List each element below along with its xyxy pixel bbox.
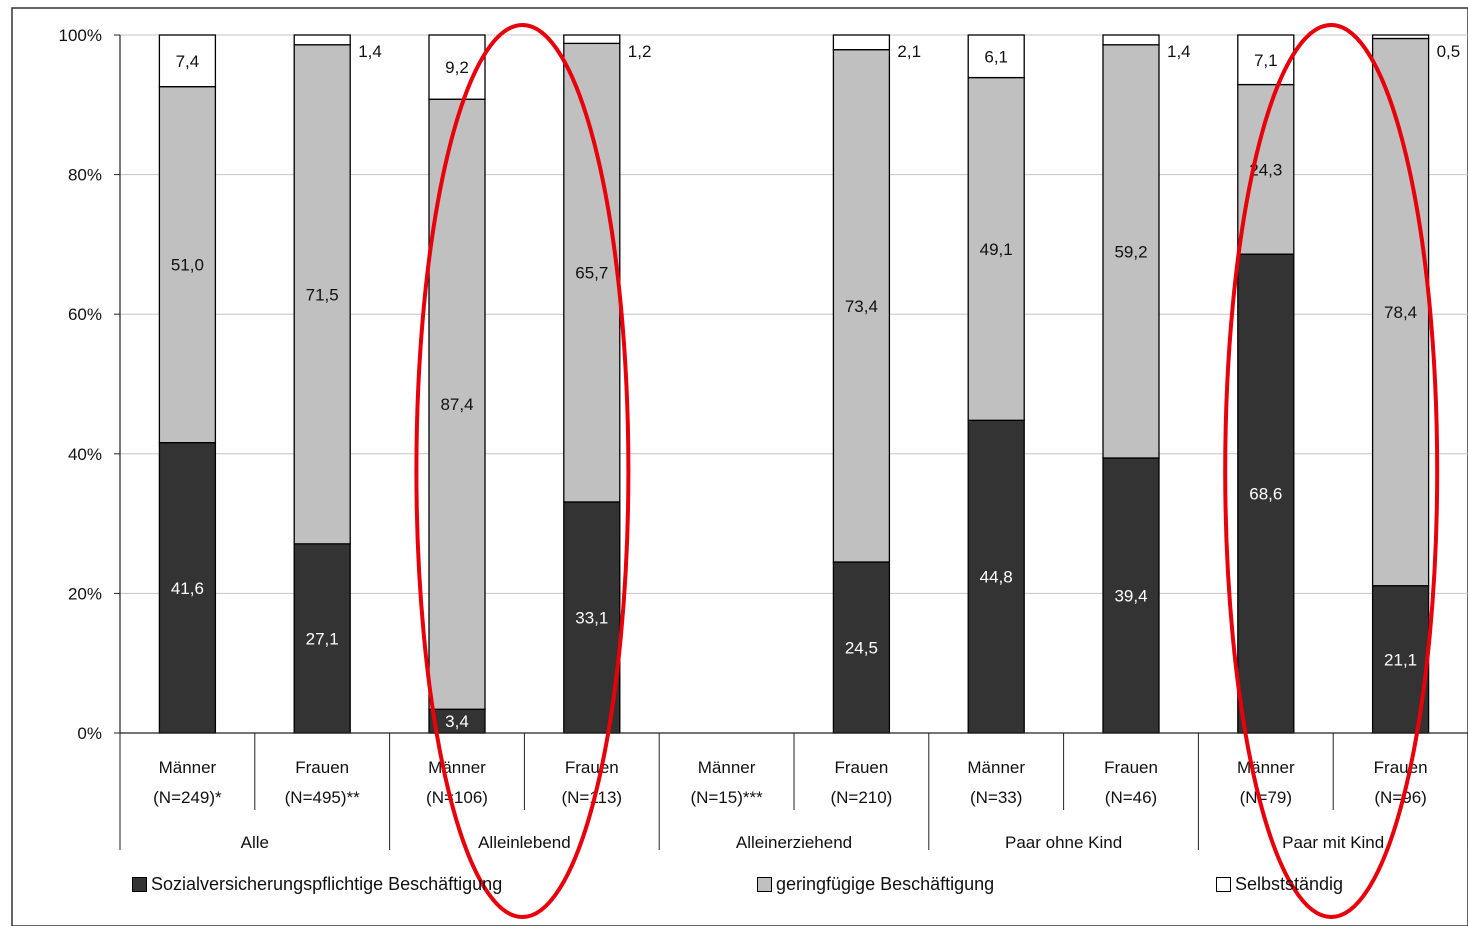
data-label: 33,1 (575, 608, 608, 627)
x-n-label: (N=15)*** (690, 788, 763, 807)
data-label: 2,1 (897, 42, 921, 61)
x-category-label: Frauen (1374, 758, 1428, 777)
x-n-label: (N=210) (830, 788, 892, 807)
data-label: 41,6 (171, 579, 204, 598)
x-group-label: Paar mit Kind (1282, 833, 1384, 852)
y-tick-label: 20% (68, 584, 102, 603)
bar-segment (832, 34, 891, 51)
legend-swatch-white (1216, 877, 1231, 892)
data-label: 6,1 (984, 47, 1008, 66)
x-axis: Männer (N=249)* Frauen (N=495)** Männer (N=10… (119, 732, 1468, 852)
bar-segment (1102, 457, 1160, 734)
bars: 41,6 51,0 7,4 27,1 71,5 1,4 3,4 87,4 9,2 33,1 65,7… (158, 34, 1461, 734)
x-n-label: (N=249)* (153, 788, 222, 807)
data-label: 87,4 (440, 395, 473, 414)
x-category-label: Männer (698, 758, 756, 777)
bar-segment (563, 501, 621, 734)
legend-label-sozialversicherung: Sozialversicherungspflichtige Beschäftig… (151, 874, 503, 894)
y-tick-label: 0% (77, 724, 102, 743)
bar-segment (563, 42, 621, 503)
legend-label-geringfuegig: geringfügige Beschäftigung (776, 874, 995, 894)
bar-segment (1237, 253, 1295, 734)
y-tick-label: 80% (68, 166, 102, 185)
x-n-label: (N=46) (1105, 788, 1157, 807)
legend: Sozialversicherungspflichtige Beschäftig… (132, 874, 1462, 900)
highlight-ellipses (414, 23, 1440, 919)
y-axis: 0% 20% 40% 60% 80% 100% (59, 26, 121, 743)
bar-segment (967, 34, 1025, 79)
bar-segment (1371, 34, 1430, 40)
bar-segment (293, 34, 351, 46)
data-label: 65,7 (575, 264, 608, 283)
x-group-label: Alle (241, 833, 269, 852)
bar-segment (1102, 44, 1160, 459)
bar-segment (563, 34, 621, 45)
highlight-ellipse (1223, 23, 1440, 919)
data-label: 49,1 (980, 240, 1013, 259)
chart-frame (11, 7, 1468, 926)
legend-item-geringfuegig: geringfügige Beschäftigung (757, 874, 994, 895)
data-label: 1,2 (628, 42, 652, 61)
bar-segment (832, 49, 891, 563)
x-category-label: Frauen (565, 758, 619, 777)
x-category-label: Männer (159, 758, 217, 777)
x-group-label: Paar ohne Kind (1005, 833, 1122, 852)
x-n-label: (N=495)** (285, 788, 361, 807)
bar-segment (1237, 34, 1295, 86)
data-label: 44,8 (980, 568, 1013, 587)
x-category-label: Männer (428, 758, 486, 777)
x-n-label: (N=96) (1374, 788, 1426, 807)
data-label: 73,4 (845, 297, 878, 316)
data-label: 51,0 (171, 256, 204, 275)
y-tick-label: 100% (59, 26, 102, 45)
highlight-ellipse (414, 23, 631, 919)
x-category-label: Männer (967, 758, 1025, 777)
x-n-label: (N=113) (561, 788, 622, 807)
data-label: 78,4 (1384, 303, 1417, 322)
x-category-label: Frauen (834, 758, 888, 777)
legend-item-selbststaendig: Selbstständig (1216, 874, 1343, 895)
legend-swatch-grey (757, 877, 772, 892)
x-n-label: (N=79) (1240, 788, 1292, 807)
data-label: 59,2 (1114, 242, 1147, 261)
bar-segment (832, 561, 891, 734)
data-label: 1,4 (358, 42, 382, 61)
data-label: 39,4 (1114, 586, 1147, 605)
bar-segment (1102, 34, 1160, 46)
y-tick-label: 60% (68, 305, 102, 324)
data-label: 27,1 (306, 629, 339, 648)
data-label: 24,5 (845, 638, 878, 657)
x-category-label: Frauen (1104, 758, 1158, 777)
bar-segment (158, 34, 217, 88)
data-label: 68,6 (1249, 485, 1282, 504)
data-label: 24,3 (1249, 160, 1282, 179)
data-label: 3,4 (445, 712, 469, 731)
bar-segment (293, 44, 351, 545)
x-n-label: (N=106) (426, 788, 488, 807)
x-group-label: Alleinerziehend (736, 833, 852, 852)
y-tick-label: 40% (68, 445, 102, 464)
data-label: 71,5 (306, 285, 339, 304)
data-label: 9,2 (445, 58, 469, 77)
data-label: 7,4 (176, 52, 200, 71)
x-group-label: Alleinlebend (478, 833, 571, 852)
data-label: 21,1 (1384, 650, 1417, 669)
legend-item-sozialversicherung: Sozialversicherungspflichtige Beschäftig… (132, 874, 502, 895)
x-n-label: (N=33) (970, 788, 1022, 807)
bar-segment (1237, 83, 1295, 255)
data-label: 0,5 (1437, 42, 1461, 61)
x-category-label: Frauen (295, 758, 349, 777)
data-label: 1,4 (1167, 42, 1191, 61)
legend-label-selbststaendig: Selbstständig (1235, 874, 1344, 894)
data-label: 7,1 (1254, 51, 1278, 70)
x-category-label: Männer (1237, 758, 1295, 777)
legend-swatch-dark (132, 877, 147, 892)
